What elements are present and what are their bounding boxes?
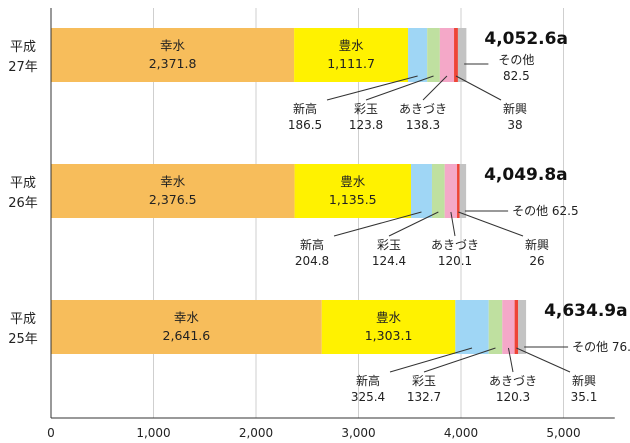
callout-value-彩玉: 123.8 [349,118,383,132]
row-total-label: 4,052.6a [484,29,568,49]
segment-name-label: 幸水 [160,174,186,189]
x-tick-label-2000: 2,000 [239,426,273,440]
segment-value-label: 1,111.7 [327,56,375,71]
bar-row-0: 平成 27年 幸水 2,371.8 豊水 1,111.7 4,052.6a その他 82.5 新高… [8,28,568,132]
callout-name-新高: 新高 [300,237,324,252]
callout-line-新高 [333,211,422,237]
segment-value-label: 2,641.6 [163,328,211,343]
callout-name-新高: 新高 [356,373,380,388]
segment-value-label: 1,303.1 [365,328,413,343]
bar-segment-あきづき [439,28,455,82]
row-label-line1: 平成 [10,312,36,327]
x-tick-label-0: 0 [47,426,55,440]
bar-segment-豊水 [294,164,411,218]
bar-segment-新高 [410,164,432,218]
bar-segment-新高 [455,300,489,354]
callout-line-彩玉 [365,75,434,101]
bar-segment-その他 [457,28,467,82]
row-total-label: 4,049.8a [484,165,568,185]
callout-line-新高 [326,75,418,101]
bar-segment-あきづき [502,300,515,354]
segment-name-label: 豊水 [376,310,402,325]
x-tick-label-1000: 1,000 [136,426,170,440]
callout-name-新興: 新興 [503,101,527,116]
callout-name-あきづき: あきづき [431,238,479,252]
callout-value-彩玉: 132.7 [407,390,441,404]
callout-value-新興: 26 [529,254,544,268]
bar-segment-新興 [454,28,458,82]
bar-segment-幸水 [51,28,295,82]
callout-value-新興: 38 [507,118,522,132]
bar-segment-豊水 [294,28,409,82]
callout-line-彩玉 [423,347,496,373]
callout-line-あきづき [422,75,448,101]
callout-value-あきづき: 120.1 [438,254,472,268]
callout-value-その他: 82.5 [503,69,530,83]
bar-segment-彩玉 [488,300,503,354]
callout-name-新興: 新興 [572,373,596,388]
bar-segment-豊水 [321,300,456,354]
callout-line-彩玉 [388,211,439,237]
row-label-line2: 27年 [8,60,38,75]
segment-name-label: 豊水 [340,174,366,189]
callout-value-新高: 186.5 [288,118,322,132]
callout-value-あきづき: 138.3 [406,118,440,132]
bar-segment-新興 [457,164,460,218]
x-tick-label-4000: 4,000 [444,426,478,440]
row-total-label: 4,634.9a [544,301,628,321]
segment-value-label: 2,376.5 [149,192,197,207]
callout-value-新高: 325.4 [351,390,385,404]
segment-value-label: 2,371.8 [149,56,197,71]
callout-line-あきづき [450,211,456,237]
row-label-line1: 平成 [10,40,36,55]
bar-rows: 平成27年幸水2,371.8豊水1,111.74,052.6aその他82.5新高… [8,28,630,404]
bar-segment-彩玉 [431,164,445,218]
bar-segment-その他 [518,300,527,354]
segment-value-label: 1,135.5 [329,192,377,207]
callout-label-その他: その他 76.7 [572,340,630,354]
bar-row-1: 平成 26年 幸水 2,376.5 豊水 1,135.5 4,049.8a その他 62.5 新… [8,164,579,268]
callout-name-彩玉: 彩玉 [377,238,401,252]
x-tick-label-5000: 5,000 [546,426,580,440]
callout-value-新興: 35.1 [571,390,598,404]
callout-label-その他: その他 62.5 [512,204,579,218]
segment-name-label: 豊水 [339,38,365,53]
callout-name-新興: 新興 [525,237,549,252]
callout-line-新興 [458,211,524,237]
bar-segment-幸水 [51,300,322,354]
bar-segment-あきづき [444,164,458,218]
callout-value-新高: 204.8 [295,254,329,268]
x-tick-label-3000: 3,000 [341,426,375,440]
callout-value-彩玉: 124.4 [372,254,406,268]
bar-segment-幸水 [51,164,295,218]
callout-name-彩玉: 彩玉 [412,374,436,388]
callout-line-新高 [389,347,473,373]
callout-name-彩玉: 彩玉 [354,102,378,116]
callout-line-あきづき [507,347,514,373]
callout-name-その他: その他 [498,53,534,67]
callout-line-新興 [455,75,502,101]
row-label-line2: 25年 [8,332,38,347]
callout-value-あきづき: 120.3 [496,390,530,404]
callout-name-新高: 新高 [293,101,317,116]
row-label-line2: 26年 [8,196,38,211]
callout-name-あきづき: あきづき [399,102,447,116]
bar-segment-新高 [408,28,428,82]
bar-segment-新興 [514,300,519,354]
bar-segment-その他 [459,164,467,218]
bar-segment-彩玉 [427,28,440,82]
row-label-line1: 平成 [10,176,36,191]
segment-name-label: 幸水 [174,310,200,325]
segment-name-label: 幸水 [160,38,186,53]
x-axis: 0 1,000 2,000 3,000 4,000 5,000 [47,8,615,440]
bar-row-2: 平成 25年 幸水 2,641.6 豊水 1,303.1 4,634.9a その他 76.7 新… [8,300,630,404]
callout-line-新興 [516,347,571,373]
callout-name-あきづき: あきづき [489,374,537,388]
